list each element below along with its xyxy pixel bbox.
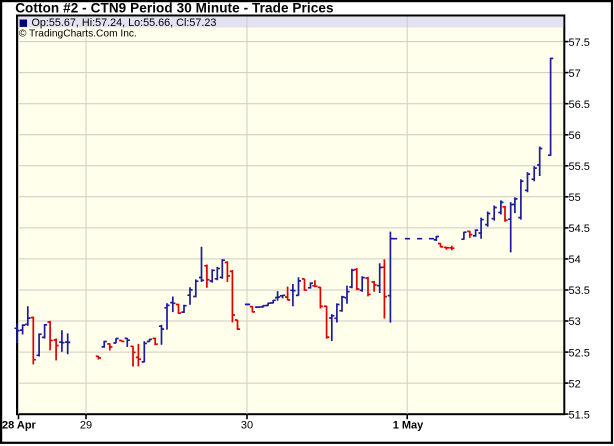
svg-text:Cotton #2 - CTN9 Period 30 Min: Cotton #2 - CTN9 Period 30 Minute - Trad… — [15, 1, 333, 16]
svg-text:52.5: 52.5 — [569, 347, 590, 359]
svg-text:57.5: 57.5 — [569, 37, 590, 49]
svg-text:57: 57 — [569, 68, 581, 80]
svg-text:29: 29 — [80, 420, 92, 432]
svg-text:53: 53 — [569, 316, 581, 328]
svg-text:55: 55 — [569, 192, 581, 204]
svg-text:56: 56 — [569, 130, 581, 142]
svg-text:51.5: 51.5 — [569, 409, 590, 421]
svg-text:55.5: 55.5 — [569, 161, 590, 173]
svg-text:© TradingCharts.Com Inc.: © TradingCharts.Com Inc. — [19, 28, 137, 39]
svg-text:1 May: 1 May — [393, 420, 424, 432]
svg-text:53.5: 53.5 — [569, 285, 590, 297]
svg-text:54: 54 — [569, 254, 581, 266]
svg-text:30: 30 — [241, 420, 253, 432]
svg-text:56.5: 56.5 — [569, 99, 590, 111]
svg-text:28 Apr: 28 Apr — [2, 420, 37, 432]
svg-text:52: 52 — [569, 378, 581, 390]
svg-text:Op:55.67, Hi:57.24, Lo:55.66,: Op:55.67, Hi:57.24, Lo:55.66, Cl:57.23 — [32, 17, 217, 29]
svg-text:54.5: 54.5 — [569, 223, 590, 235]
